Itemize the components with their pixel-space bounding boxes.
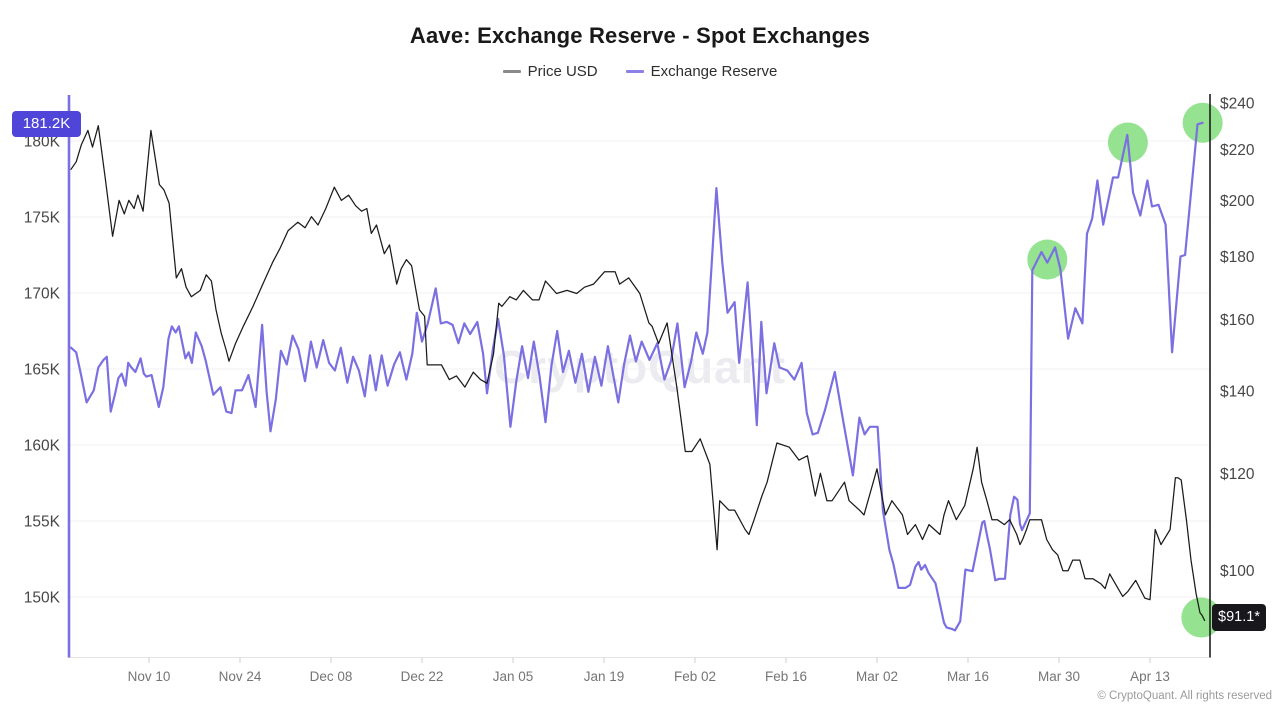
right-axis-tick-label: $100 xyxy=(1220,563,1255,580)
x-axis-tick-label: Dec 22 xyxy=(401,669,444,684)
highlight-circle xyxy=(1027,239,1068,280)
x-axis-tick-label: Nov 24 xyxy=(219,669,262,684)
reserve-latest-badge: 181.2K xyxy=(12,111,81,137)
x-axis-tick-label: Jan 05 xyxy=(493,669,534,684)
right-axis-tick-label: $220 xyxy=(1220,142,1255,159)
price-legend-label: Price USD xyxy=(527,63,598,80)
chart-title: Aave: Exchange Reserve - Spot Exchanges xyxy=(409,23,871,48)
left-axis-tick-label: 175K xyxy=(24,210,61,227)
left-axis-tick-label: 150K xyxy=(24,590,61,607)
right-axis-tick-label: $160 xyxy=(1220,312,1255,329)
x-axis-tick-label: Mar 02 xyxy=(856,669,898,684)
legend-item-price[interactable]: Price USD xyxy=(502,63,598,80)
x-axis-tick-label: Feb 16 xyxy=(765,669,807,684)
right-axis-tick-label: $240 xyxy=(1220,96,1255,113)
left-axis-tick-label: 155K xyxy=(24,514,61,531)
right-axis-tick-label: $180 xyxy=(1220,249,1255,266)
x-axis-tick-label: Jan 19 xyxy=(584,669,625,684)
left-axis-tick-label: 180K xyxy=(24,134,61,151)
copyright-text: © CryptoQuant. All rights reserved xyxy=(1097,690,1272,702)
x-axis-tick-label: Nov 10 xyxy=(128,669,171,684)
reserve-legend-dash-icon xyxy=(625,70,644,73)
x-axis-tick-label: Dec 08 xyxy=(310,669,353,684)
price-legend-dash-icon xyxy=(502,70,521,73)
left-axis-tick-label: 170K xyxy=(24,286,61,303)
highlight-circle xyxy=(1181,597,1222,638)
reserve-line-series xyxy=(69,121,1204,632)
x-axis-tick-label: Mar 30 xyxy=(1038,669,1080,684)
right-axis-tick-label: $120 xyxy=(1220,466,1255,483)
right-axis-tick-label: $140 xyxy=(1220,383,1255,400)
x-axis-tick-label: Apr 13 xyxy=(1130,669,1170,684)
left-axis-tick-label: 165K xyxy=(24,362,61,379)
x-axis-tick-label: Feb 02 xyxy=(674,669,716,684)
x-axis-tick-label: Mar 16 xyxy=(947,669,989,684)
price-line-series xyxy=(70,125,1206,622)
price-latest-badge: $91.1* xyxy=(1212,604,1266,631)
legend: Price USD Exchange Reserve xyxy=(0,63,1280,80)
left-axis-tick-label: 160K xyxy=(24,438,61,455)
legend-item-reserve[interactable]: Exchange Reserve xyxy=(625,63,778,80)
right-axis-tick-label: $200 xyxy=(1220,193,1255,210)
reserve-legend-label: Exchange Reserve xyxy=(650,63,778,80)
